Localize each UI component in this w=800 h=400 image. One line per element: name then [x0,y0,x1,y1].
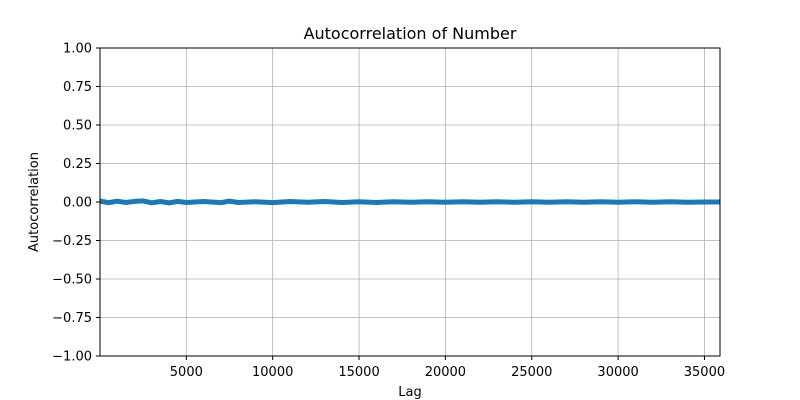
x-tick-label: 10000 [252,365,293,380]
autocorrelation-series-line [99,198,720,206]
ticks: 5000 10000 15000 20000 25000 30000 35000 1.00 0.… [52,42,725,381]
y-tick-label: −0.25 [52,234,92,249]
series-layer [99,198,720,206]
y-tick-label: 0.50 [63,119,92,134]
y-tick-label: −0.50 [52,273,92,288]
x-tick-label: 15000 [338,365,379,380]
y-tick-label: 0.25 [63,157,92,172]
y-tick-label: −0.75 [52,311,92,326]
x-tick-label: 5000 [170,365,203,380]
x-axis-label: Lag [398,385,421,400]
y-tick-label: 1.00 [63,42,92,57]
y-tick-label: −1.00 [52,350,92,365]
y-tick-label: 0.00 [63,196,92,211]
y-axis-label: Autocorrelation [27,152,42,252]
x-tick-label: 35000 [684,365,725,380]
chart-title: Autocorrelation of Number [304,24,517,43]
x-tick-label: 20000 [425,365,466,380]
y-tick-label: 0.75 [63,80,92,95]
x-tick-label: 25000 [511,365,552,380]
x-tick-label: 30000 [597,365,638,380]
